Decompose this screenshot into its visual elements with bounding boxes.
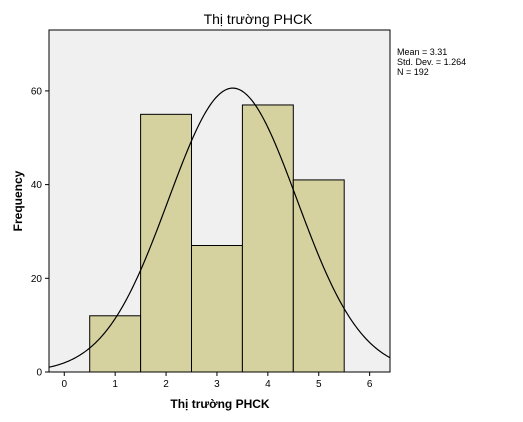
y-axis-ticks: 0 20 40 60 <box>31 86 49 379</box>
histogram-bar-4 <box>241 104 294 373</box>
stats-std-dev: Std. Dev. = 1.264 <box>397 57 466 67</box>
stats-n: N = 192 <box>397 67 429 77</box>
x-tick-label: 3 <box>214 379 220 390</box>
y-axis-label: Frequency <box>11 170 25 231</box>
x-tick-label: 4 <box>265 379 271 390</box>
stats-mean: Mean = 3.31 <box>397 47 447 57</box>
x-tick-label: 1 <box>112 379 118 390</box>
y-tick-label: 40 <box>31 180 43 191</box>
histogram-bar-1 <box>89 315 142 373</box>
histogram-bar-2 <box>140 113 193 373</box>
x-tick-label: 2 <box>163 379 169 390</box>
y-tick-label: 60 <box>31 86 43 97</box>
chart-title: Thị trường PHCK <box>204 11 313 27</box>
y-tick-label: 0 <box>36 368 42 379</box>
y-tick-label: 20 <box>31 274 43 285</box>
x-axis-ticks: 0 1 2 3 4 5 6 <box>61 372 373 390</box>
histogram-bar-3 <box>191 245 243 373</box>
x-tick-label: 6 <box>367 379 373 390</box>
stats-box: Mean = 3.31 Std. Dev. = 1.264 N = 192 <box>397 47 466 77</box>
x-tick-label: 5 <box>316 379 322 390</box>
x-tick-label: 0 <box>61 379 67 390</box>
x-axis-label: Thị trường PHCK <box>170 397 270 411</box>
normal-curve <box>48 87 391 368</box>
